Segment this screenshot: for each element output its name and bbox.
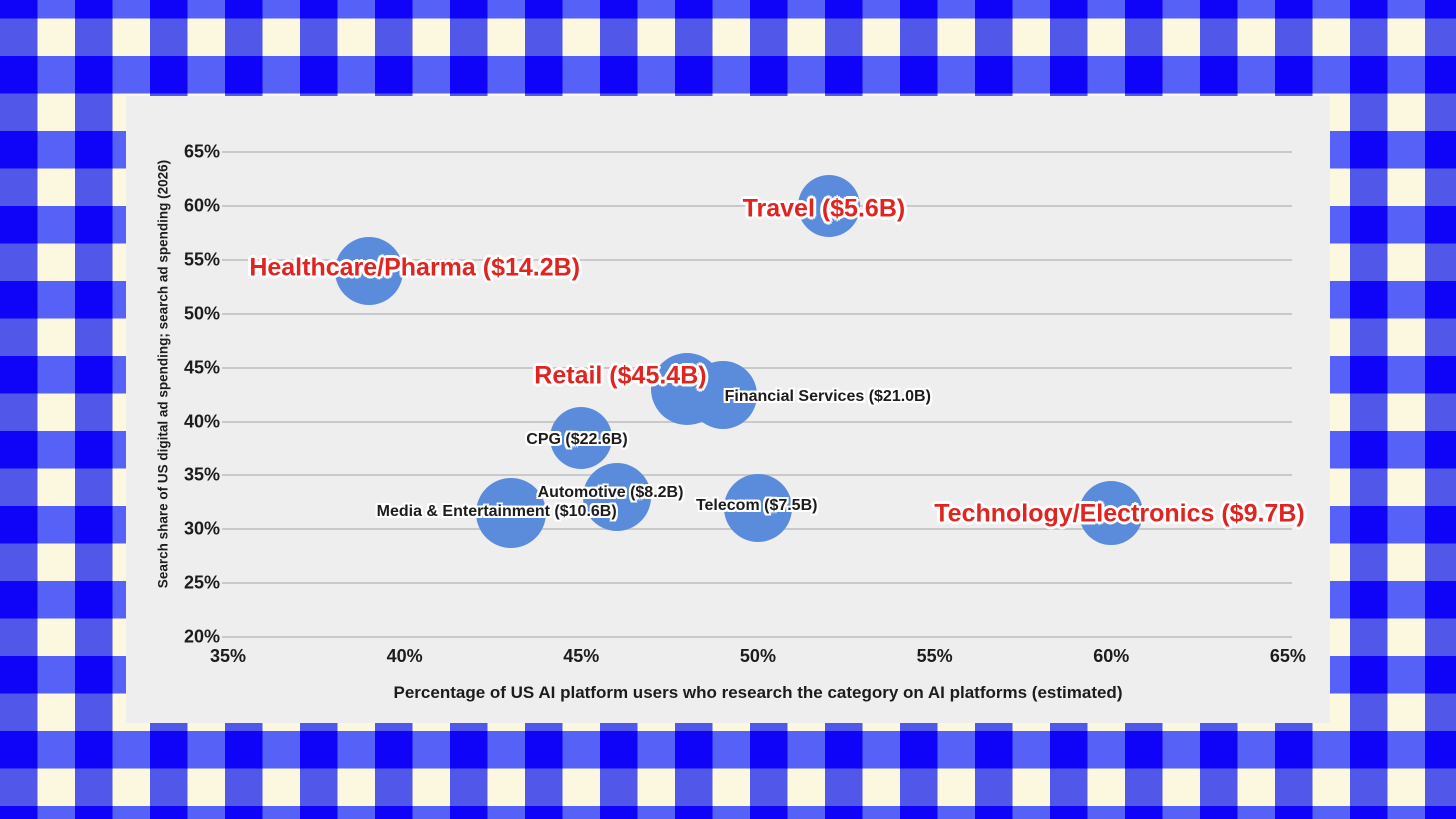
y-tick-label-40: 40%: [183, 411, 220, 431]
gridline-55: [222, 258, 1292, 261]
bubble-label-healthcare-pharma: Healthcare/Pharma ($14.2B): [249, 253, 581, 282]
bubble-travel: [797, 174, 860, 237]
bubble-technology-electronics: [1079, 481, 1144, 546]
gridline-60: [222, 204, 1292, 207]
gridline-45: [222, 366, 1292, 369]
bubble-label-travel: Travel ($5.6B): [742, 194, 906, 223]
y-tick-label-25: 25%: [183, 572, 220, 593]
gridline-65: [222, 151, 1292, 153]
y-tick-label-60: 60%: [183, 195, 220, 216]
gridline-25: [222, 582, 1292, 585]
x-tick-label-40: 40%: [386, 646, 423, 666]
x-axis-title: Percentage of US AI platform users who r…: [393, 683, 1123, 702]
bubble-label-telecom: Telecom ($7.5B): [695, 496, 818, 514]
bubble-label-media-entertainment: Media & Entertainment ($10.6B): [376, 503, 617, 521]
x-tick-label-55: 55%: [916, 646, 953, 666]
x-tick-label-50: 50%: [739, 646, 776, 666]
bubble-label-technology-electronics: Technology/Electronics ($9.7B): [934, 499, 1305, 528]
bubble-label-retail: Retail ($45.4B): [534, 361, 707, 390]
x-tick-label-35: 35%: [209, 646, 247, 666]
y-tick-label-65: 65%: [183, 141, 220, 162]
gridline-20: [222, 636, 1292, 639]
bubble-label-automotive: Automotive ($8.2B): [537, 483, 684, 501]
x-tick-label-60: 60%: [1093, 646, 1130, 666]
bubble-automotive: [582, 462, 651, 531]
bubble-healthcare-pharma: [335, 236, 404, 305]
bubble-label-financial-services: Financial Services ($21.0B): [724, 387, 931, 405]
x-tick-label-65: 65%: [1269, 646, 1306, 666]
bubble-telecom: [723, 473, 792, 542]
bubble-label-cpg: CPG ($22.6B): [526, 430, 628, 448]
bubble-financial-services: [688, 360, 757, 429]
y-tick-label-55: 55%: [183, 249, 220, 270]
y-tick-label-35: 35%: [183, 464, 220, 485]
y-tick-label-45: 45%: [183, 357, 220, 378]
y-tick-label-20: 20%: [183, 626, 220, 647]
chart-panel: 65% 60% 55% 50% 45% 40% 35% 30% 25% 20% 35% 40% 45%…: [126, 96, 1330, 723]
y-axis-title: Search share of US digital ad spending; …: [155, 159, 171, 589]
bubble-media-entertainment: [475, 478, 546, 549]
gridline-50: [222, 312, 1292, 315]
gridline-40: [222, 420, 1292, 423]
x-tick-label-45: 45%: [563, 646, 600, 666]
y-tick-label-30: 30%: [183, 518, 220, 539]
y-tick-label-50: 50%: [183, 303, 220, 324]
bubble-cpg: [550, 406, 613, 469]
